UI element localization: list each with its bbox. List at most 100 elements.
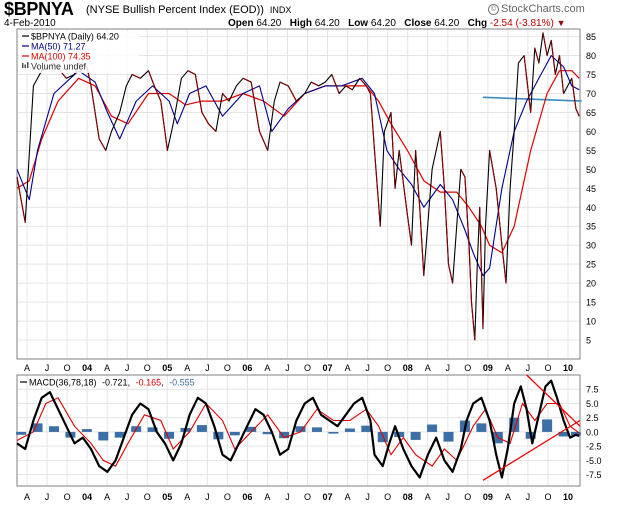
histogram-bar <box>262 431 273 435</box>
price-down-segment <box>460 169 466 178</box>
price-x-tick-label: 07 <box>323 363 333 373</box>
price-down-segment <box>419 207 425 276</box>
exchange-label: INDX <box>269 5 292 15</box>
price-x-tick-label: 09 <box>483 363 493 373</box>
macd-x-tick-label: 09 <box>483 492 493 502</box>
macd-x-tick-label: A <box>505 492 511 502</box>
open-label: Open <box>228 18 254 29</box>
price-x-tick-label: A <box>184 363 190 373</box>
legend-ma50: MA(50) 71.27 <box>31 42 86 52</box>
macd-x-tick-label: J <box>446 492 451 502</box>
price-down-segment <box>534 47 540 64</box>
price-down-segment <box>201 112 209 125</box>
price-x-tick-label: O <box>224 363 231 373</box>
macd-x-tick-label: A <box>425 492 431 502</box>
price-down-segment <box>345 85 353 91</box>
price-line <box>16 32 580 341</box>
macd-y-tick-label: 5.0 <box>586 399 599 409</box>
down-arrow-icon: ▼ <box>556 18 566 28</box>
high-label: High <box>289 18 312 29</box>
price-down-segment <box>558 55 565 94</box>
histogram-bar <box>196 425 207 432</box>
histogram-bar <box>147 427 158 432</box>
price-down-segment <box>20 199 26 223</box>
price-y-tick-label: 70 <box>586 89 596 99</box>
stockcharts-logo[interactable]: © StockCharts.com <box>488 3 585 15</box>
macd-x-tick-label: J <box>205 492 210 502</box>
price-y-tick-label: 80 <box>586 51 596 61</box>
axis-ticks: A A J J O O 04 04 A A J J O O 05 05 A A J J O O 06 06 A A J J O O 07 07… <box>24 32 602 502</box>
price-x-tick-label: 10 <box>563 363 573 373</box>
macd-x-tick-label: 08 <box>403 492 413 502</box>
price-y-tick-label: 20 <box>586 279 596 289</box>
price-down-segment <box>250 82 261 132</box>
histogram-bar <box>328 431 339 434</box>
price-x-tick-label: A <box>345 363 351 373</box>
price-x-tick-label: O <box>384 363 391 373</box>
price-down-segment <box>443 188 450 265</box>
downtrend-line <box>526 374 581 427</box>
ohlc-summary: Open 64.20 High 64.20 Low 64.20 Close 64… <box>228 18 566 29</box>
price-down-segment <box>415 150 421 208</box>
histogram-bar <box>164 431 175 439</box>
price-panel-grid <box>17 29 580 359</box>
price-down-segment <box>194 74 203 113</box>
price-down-segment <box>406 214 413 246</box>
price-y-tick-label: 30 <box>586 241 596 251</box>
histogram-bar <box>476 423 487 432</box>
price-down-segment <box>501 245 507 284</box>
price-y-tick-label: 40 <box>586 203 596 213</box>
histogram-bar <box>410 431 421 440</box>
macd-y-tick-label: -7.5 <box>586 470 602 480</box>
histogram-bar <box>509 417 520 432</box>
price-down-segment <box>279 81 289 87</box>
macd-x-tick-label: J <box>125 492 130 502</box>
macd-x-tick-label: A <box>345 492 351 502</box>
price-down-segment <box>495 188 503 246</box>
price-y-tick-label: 15 <box>586 298 596 308</box>
price-x-tick-label: O <box>304 363 311 373</box>
signal-line <box>16 397 580 467</box>
macd-x-tick-label: A <box>24 492 30 502</box>
macd-x-tick-label: O <box>304 492 311 502</box>
price-x-tick-label: A <box>264 363 270 373</box>
price-x-tick-label: A <box>104 363 110 373</box>
price-down-segment <box>523 55 532 113</box>
histogram-bar <box>542 419 553 432</box>
price-panel-marks <box>16 32 582 341</box>
macd-x-tick-label: J <box>526 492 531 502</box>
price-x-tick-label: O <box>544 363 551 373</box>
price-down-segment <box>365 85 371 94</box>
copyright-icon: © <box>488 4 499 15</box>
price-down-segment <box>550 40 556 75</box>
price-down-segment <box>390 112 396 189</box>
macd-x-tick-label: 10 <box>563 492 573 502</box>
price-down-segment <box>468 245 473 303</box>
histogram-bar <box>16 431 27 435</box>
logo-text: StockCharts.com <box>501 3 585 15</box>
price-x-tick-label: J <box>526 363 531 373</box>
macd-x-tick-label: 05 <box>162 492 172 502</box>
price-down-segment <box>470 302 476 341</box>
macd-x-tick-label: O <box>544 492 551 502</box>
price-x-tick-label: 05 <box>162 363 172 373</box>
price-x-tick-label: J <box>45 363 50 373</box>
macd-x-tick-label: A <box>264 492 270 502</box>
price-y-tick-label: 65 <box>586 108 596 118</box>
price-x-tick-label: O <box>144 363 151 373</box>
price-x-tick-label: J <box>446 363 451 373</box>
price-down-segment <box>331 74 340 94</box>
price-y-tick-label: 35 <box>586 222 596 232</box>
change-label: Chg <box>467 18 488 29</box>
histogram-bar <box>81 429 92 432</box>
histogram-bar <box>229 431 240 436</box>
price-down-segment <box>464 176 470 246</box>
macd-y-tick-label: 7.5 <box>586 385 599 395</box>
price-down-segment <box>16 176 22 200</box>
price-y-tick-label: 55 <box>586 146 596 156</box>
price-x-tick-label: A <box>425 363 431 373</box>
legend-ma100: MA(100) 74.35 <box>31 52 91 62</box>
histogram-bar <box>213 431 224 440</box>
macd-x-tick-label: O <box>64 492 71 502</box>
